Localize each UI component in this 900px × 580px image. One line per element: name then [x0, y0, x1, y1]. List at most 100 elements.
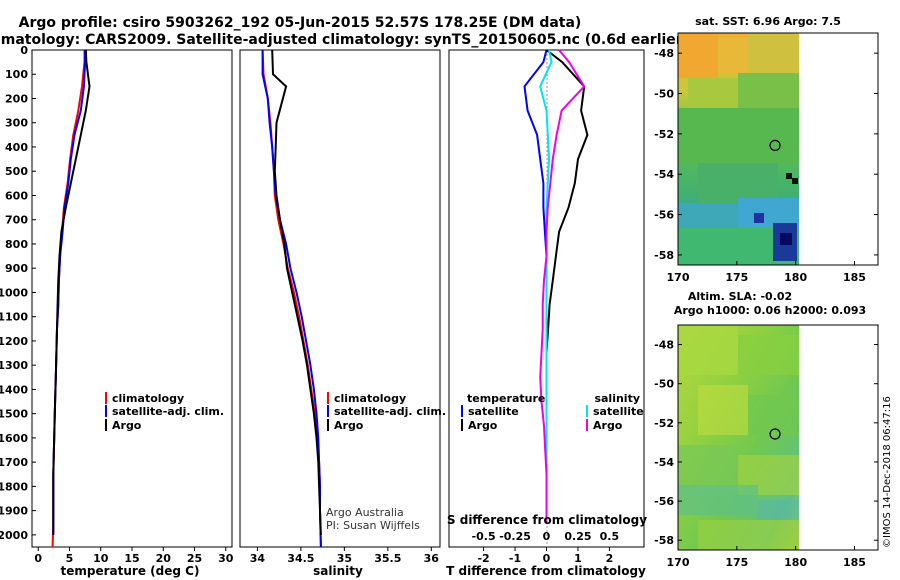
imos-credit: ©IMOS 14-Dec-2018 06:47:16	[882, 396, 893, 548]
t-difference-xlabel: T difference from climatology	[446, 564, 646, 578]
temperature-ticks: 0 5 10 15 20 25 30	[34, 547, 234, 565]
map-patch	[678, 33, 718, 78]
temperature-argo-line	[52, 49, 91, 535]
difference-salinity-satellite-line	[539, 49, 553, 523]
map-patch	[748, 395, 799, 435]
salinity-ticks: 34 34.5 35 35.5 36	[250, 547, 440, 565]
depth-tick-label: 1000	[0, 286, 28, 299]
sla-lat-ticks: -48 -50 -52 -54 -56 -58	[654, 339, 878, 547]
map-patch	[748, 33, 799, 73]
difference-xtick-label: -2	[477, 552, 489, 565]
depth-tick-label: 500	[5, 165, 28, 178]
s-difference-ticks: -0.5 -0.25 0 0.25 0.5	[472, 530, 620, 543]
temperature-xlabel: temperature (deg C)	[61, 564, 200, 578]
figure-subtitle: Climatology: CARS2009. Satellite-adjuste…	[0, 32, 689, 48]
sst-lat-ticks: -48 -50 -52 -54 -56 -58	[654, 47, 878, 262]
salinity-legend: climatology satellite-adj. clim. Argo	[327, 392, 446, 432]
temperature-xtick-label: 20	[156, 552, 172, 565]
difference-temperature-argo-line	[545, 49, 589, 523]
lat-tick-label: -52	[654, 417, 674, 430]
depth-tick-label: 1700	[0, 456, 28, 469]
depth-tick-label: 100	[5, 68, 28, 81]
temperature-legend: climatology satellite-adj. clim. Argo	[105, 392, 224, 432]
temperature-xtick-label: 25	[187, 552, 202, 565]
depth-tick-label: 1800	[0, 480, 28, 493]
depth-tick-label: 700	[5, 214, 28, 227]
difference-xtick-label: 1	[574, 552, 582, 565]
lon-tick-label: 175	[725, 271, 748, 284]
map-patch	[754, 213, 764, 223]
depth-tick-label: 1200	[0, 335, 28, 348]
s-difference-tick-label: 0.25	[564, 530, 591, 543]
legend-satellite-label: satellite-adj. clim.	[334, 405, 446, 418]
depth-tick-label: 2000	[0, 529, 28, 542]
sst-lon-ticks: 170 175 180 185	[667, 261, 866, 284]
difference-ticks: -2 -1 0 1 2	[477, 547, 613, 565]
depth-tick-label: 0	[20, 44, 28, 57]
map-patch	[786, 173, 792, 179]
depth-tick-label: 600	[5, 189, 28, 202]
difference-panel: -2 -1 0 1 2 temperature satellite Argo salin…	[446, 49, 647, 578]
lat-tick-label: -48	[654, 47, 674, 60]
lat-tick-label: -58	[654, 534, 674, 547]
depth-tick-label: 200	[5, 92, 28, 105]
temperature-xtick-label: 10	[93, 552, 109, 565]
lat-tick-label: -54	[654, 168, 674, 181]
salinity-xtick-label: 35.5	[374, 552, 401, 565]
salinity-xlabel: salinity	[313, 564, 363, 578]
lon-tick-label: 185	[843, 271, 866, 284]
s-difference-tick-label: 0	[543, 530, 551, 543]
lon-tick-label: 180	[784, 556, 807, 569]
map-patch	[678, 203, 738, 228]
sla-map-subtitle: Argo h1000: 0.06 h2000: 0.093	[674, 304, 866, 317]
sla-map-title: Altim. SLA: -0.02	[688, 290, 792, 303]
map-patch	[698, 385, 748, 435]
map-patch	[678, 485, 758, 515]
depth-tick-label: 300	[5, 117, 28, 130]
difference-series	[523, 49, 589, 523]
depth-tick-label: 1400	[0, 383, 28, 396]
salinity-xtick-label: 36	[424, 552, 440, 565]
s-difference-tick-label: -0.5	[472, 530, 496, 543]
s-difference-tick-label: -0.25	[499, 530, 531, 543]
salinity-series	[261, 49, 322, 548]
depth-tick-label: 800	[5, 238, 28, 251]
lon-tick-label: 180	[784, 271, 807, 284]
pi-note: PI: Susan Wijffels	[326, 519, 420, 532]
map-patch	[698, 163, 778, 203]
argo-australia-note: Argo Australia	[326, 506, 404, 519]
map-patch	[780, 233, 792, 245]
lat-tick-label: -56	[654, 209, 674, 222]
map-patch	[678, 325, 738, 375]
sla-map-panel: Altim. SLA: -0.02 Argo h1000: 0.06 h2000…	[654, 290, 879, 569]
sst-patches	[678, 33, 799, 265]
sst-map-title: sat. SST: 6.96 Argo: 7.5	[695, 15, 841, 28]
temperature-xtick-label: 0	[34, 552, 42, 565]
temperature-xtick-label: 5	[66, 552, 74, 565]
temperature-panel: 0100200300400500600700800900100011001200…	[0, 44, 234, 578]
depth-ticks: 0 100 200 300 400 500 600 700 800 900 1000 1100 1200…	[0, 44, 36, 542]
depth-tick-label: 1300	[0, 359, 28, 372]
lat-tick-label: -56	[654, 495, 674, 508]
depth-tick-label: 1900	[0, 505, 28, 518]
map-patch	[718, 38, 748, 73]
salinity-argo-line	[271, 49, 322, 535]
difference-salinity-argo-line	[539, 49, 586, 523]
legend-climatology-label: climatology	[334, 392, 406, 405]
lat-tick-label: -48	[654, 339, 674, 352]
lon-tick-label: 185	[843, 556, 866, 569]
legend-t-argo-label: Argo	[468, 419, 498, 432]
difference-xtick-label: 2	[606, 552, 614, 565]
difference-xtick-label: -1	[509, 552, 521, 565]
legend-salinity-title: salinity	[594, 392, 640, 405]
sst-map-frame	[677, 32, 879, 266]
temperature-frame	[31, 49, 233, 548]
lat-tick-label: -58	[654, 249, 674, 262]
lon-tick-label: 170	[667, 556, 690, 569]
s-difference-label: S difference from climatology	[447, 513, 647, 527]
depth-tick-label: 400	[5, 141, 28, 154]
salinity-climatology-line	[261, 49, 322, 548]
depth-tick-label: 1500	[0, 408, 28, 421]
salinity-frame	[239, 49, 441, 548]
